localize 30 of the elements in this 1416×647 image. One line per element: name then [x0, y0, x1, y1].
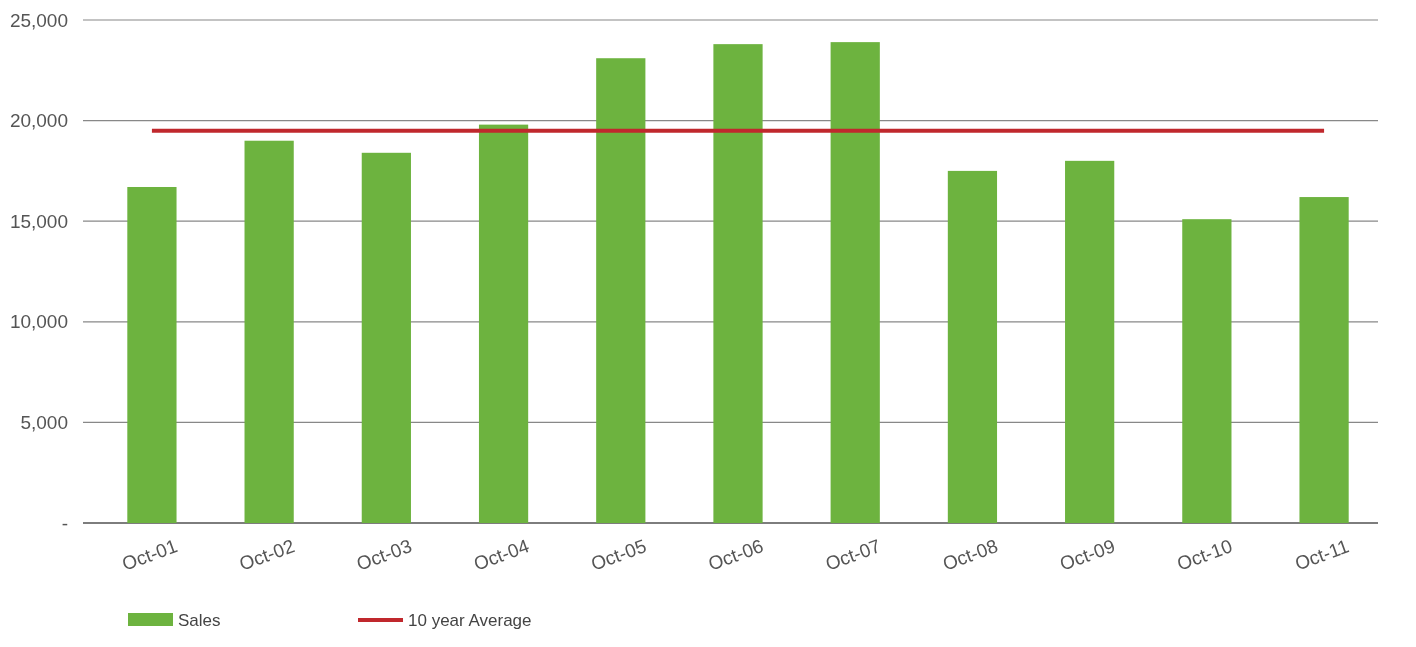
x-tick-label: Oct-08	[939, 535, 1001, 575]
bar	[478, 124, 529, 523]
y-tick-label: 25,000	[9, 9, 68, 31]
x-tick-label: Oct-01	[119, 535, 181, 575]
legend-label: 10 year Average	[408, 611, 532, 630]
x-tick-label: Oct-02	[236, 535, 298, 575]
x-tick-label: Oct-09	[1057, 535, 1118, 575]
y-tick-label: 20,000	[9, 110, 68, 132]
x-tick-label: Oct-11	[1292, 535, 1352, 575]
x-tick-label: Oct-03	[353, 535, 415, 575]
x-tick-label: Oct-05	[588, 535, 649, 575]
bar	[244, 140, 294, 523]
bar	[830, 42, 880, 523]
bar	[127, 187, 177, 523]
bar	[1182, 219, 1232, 523]
bar	[947, 170, 998, 523]
y-tick-label: 15,000	[9, 210, 68, 232]
bar	[1065, 160, 1115, 523]
x-tick-label: Oct-07	[822, 535, 884, 575]
y-tick-label: 5,000	[20, 412, 68, 434]
y-tick-label: 10,000	[9, 311, 68, 333]
legend-label: Sales	[178, 611, 221, 630]
y-tick-label: -	[61, 512, 68, 534]
x-tick-label: Oct-10	[1174, 535, 1236, 575]
bar	[596, 58, 646, 523]
bar	[713, 44, 763, 523]
x-tick-label: Oct-06	[705, 535, 767, 575]
bar	[1299, 197, 1349, 523]
x-tick-label: Oct-04	[470, 535, 533, 575]
bar	[361, 152, 411, 523]
